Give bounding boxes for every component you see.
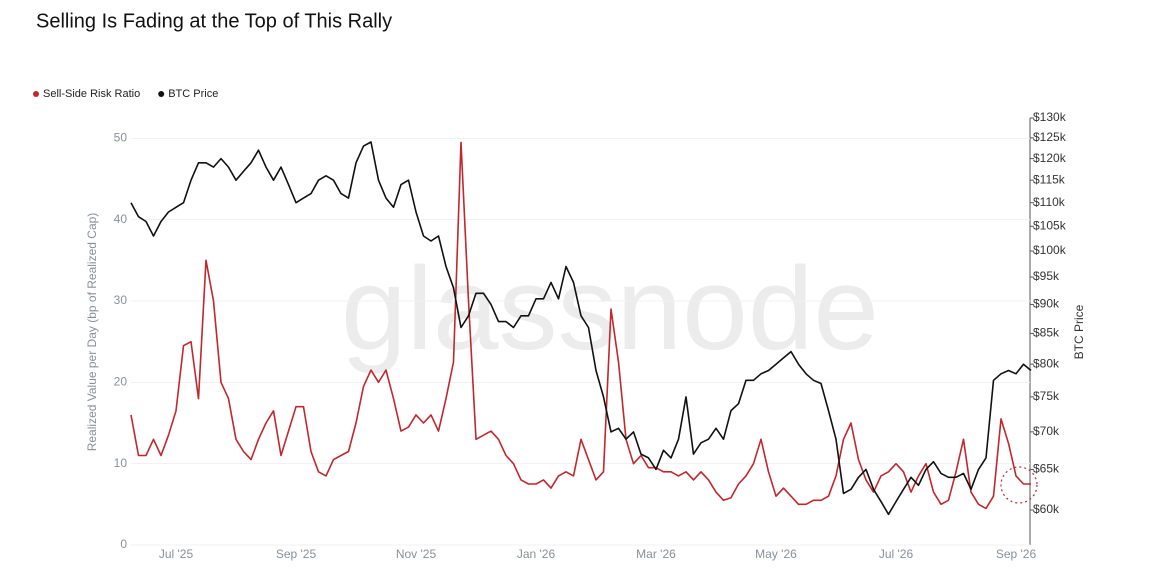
line-series bbox=[130, 141, 1031, 510]
y-axis-label: Realized Value per Day (bp of Realized C… bbox=[85, 213, 99, 452]
y2-tick-label: $85k bbox=[1033, 326, 1060, 340]
y-tick-label: 20 bbox=[114, 375, 128, 389]
chart-title: Selling Is Fading at the Top of This Ral… bbox=[36, 10, 392, 32]
y-tick-label: 40 bbox=[114, 212, 128, 226]
x-tick-label: Jul '25 bbox=[159, 547, 194, 561]
y2-tick-label: $95k bbox=[1033, 269, 1060, 283]
y-tick-label: 0 bbox=[120, 537, 127, 551]
x-tick-label: May '26 bbox=[755, 547, 797, 561]
y-tick-label: 30 bbox=[114, 293, 128, 307]
y2-tick-label: $60k bbox=[1033, 502, 1060, 516]
y2-tick-label: $110k bbox=[1033, 195, 1066, 209]
y2-tick-label: $75k bbox=[1033, 389, 1060, 403]
legend-marker bbox=[158, 91, 165, 97]
watermark: glassnode bbox=[341, 243, 879, 375]
line-series bbox=[130, 141, 1032, 516]
y2-tick-label: $70k bbox=[1033, 424, 1060, 438]
legend-marker bbox=[33, 91, 39, 97]
x-tick-label: Sep '25 bbox=[276, 547, 317, 561]
x-tick-label: Sep '26 bbox=[996, 547, 1037, 561]
y2-tick-label: $125k bbox=[1033, 130, 1067, 144]
y2-tick-label: $130k bbox=[1033, 110, 1067, 124]
y2-axis-label: BTC Price bbox=[1072, 304, 1086, 359]
legend-label: BTC Price bbox=[168, 88, 218, 100]
legend-label: Sell-Side Risk Ratio bbox=[43, 88, 140, 100]
x-tick-label: Mar '26 bbox=[636, 547, 676, 561]
y2-tick-label: $105k bbox=[1033, 218, 1067, 232]
y2-tick-label: $115k bbox=[1033, 172, 1066, 186]
x-tick-label: Jul '26 bbox=[879, 547, 914, 561]
y-tick-label: 10 bbox=[114, 456, 128, 470]
y-tick-label: 50 bbox=[114, 131, 128, 145]
y2-tick-label: $90k bbox=[1033, 297, 1060, 311]
y2-tick-label: $65k bbox=[1033, 462, 1060, 476]
x-tick-label: Jan '26 bbox=[517, 547, 556, 561]
highlight-circle bbox=[1000, 466, 1038, 504]
y2-tick-label: $120k bbox=[1033, 151, 1067, 165]
y2-tick-label: $100k bbox=[1033, 243, 1067, 257]
y2-tick-label: $80k bbox=[1033, 356, 1060, 370]
x-tick-label: Nov '25 bbox=[396, 547, 437, 561]
